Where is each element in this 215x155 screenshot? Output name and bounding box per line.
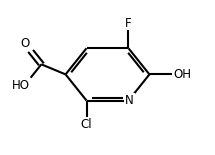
Text: Cl: Cl xyxy=(81,118,92,131)
Text: HO: HO xyxy=(12,79,29,91)
Text: O: O xyxy=(20,37,29,50)
Text: OH: OH xyxy=(173,68,191,81)
Text: F: F xyxy=(125,17,132,30)
Text: N: N xyxy=(125,94,134,107)
